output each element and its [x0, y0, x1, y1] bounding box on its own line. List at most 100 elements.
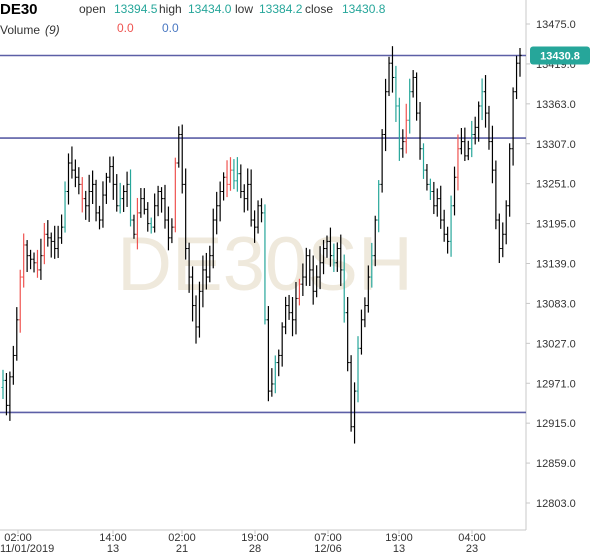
ohlc-bar — [301, 263, 305, 296]
ohlc-bar — [290, 297, 295, 337]
ohlc-bar — [501, 222, 505, 258]
ohlc-bar — [383, 78, 388, 152]
ohlc-bar — [39, 238, 43, 280]
ohlc-bar — [318, 246, 322, 290]
ohlc-bar — [97, 205, 102, 230]
ohlc-bar — [215, 191, 219, 235]
y-tick-label: 12915.0 — [536, 418, 576, 430]
horizontal-lines — [0, 54, 526, 414]
ohlc-bar — [135, 197, 140, 250]
ohlc-bar — [335, 242, 339, 272]
ohlc-bar — [208, 245, 212, 283]
ohlc-bar — [284, 296, 288, 335]
ohlc-bar — [163, 184, 167, 229]
ohlc-bar — [115, 174, 119, 212]
ohlc-bar — [63, 181, 67, 233]
ohlc-bar — [421, 143, 426, 179]
ohlc-bar — [352, 382, 357, 444]
ohlc-bar — [66, 153, 71, 205]
ohlc-bar — [149, 217, 153, 234]
ohlc-bar — [128, 169, 133, 227]
high-label: high — [159, 2, 182, 16]
ohlc-bar — [456, 134, 460, 191]
ohlc-bar — [408, 78, 412, 134]
y-tick-label: 12803.0 — [536, 498, 576, 510]
ohlc-bar — [411, 70, 415, 98]
ohlc-bar — [49, 232, 53, 258]
ohlc-bar — [56, 225, 60, 258]
ohlc-bar — [73, 159, 77, 188]
ohlc-bar — [101, 181, 105, 228]
ohlc-bar — [53, 225, 57, 259]
volume-label: Volume — [0, 23, 40, 37]
ohlc-bar — [280, 322, 284, 367]
x-tick-time: 04:00 — [458, 532, 486, 544]
ohlc-bar — [94, 179, 98, 222]
ohlc-bar — [111, 156, 115, 200]
ohlc-bar — [504, 200, 508, 245]
low-label: low — [235, 2, 253, 16]
ohlc-bar — [356, 336, 360, 403]
ohlc-bar — [235, 157, 239, 192]
x-tick-date: 13 — [393, 543, 405, 555]
x-tick-date: 12/06 — [314, 543, 342, 555]
ohlc-bar — [449, 195, 453, 257]
ohlc-bar — [1, 369, 5, 399]
ohlc-bar — [25, 240, 29, 272]
ohlc-bar — [366, 265, 370, 313]
ohlc-bar — [197, 281, 202, 338]
ohlc-bar — [142, 188, 146, 215]
y-tick-label: 13027.0 — [536, 338, 576, 350]
y-tick-label: 13195.0 — [536, 219, 576, 231]
x-tick-time: 07:00 — [314, 532, 342, 544]
ohlc-bar — [373, 215, 377, 267]
ohlc-bar — [394, 65, 398, 122]
ohlc-bar — [242, 184, 246, 213]
x-tick-date: 11/01/2019 — [0, 543, 54, 555]
ohlc-bar — [480, 78, 484, 121]
ohlc-bar — [418, 101, 422, 160]
ohlc-bar — [332, 243, 336, 272]
ohlc-bar — [190, 266, 195, 322]
low-value: 13384.2 — [259, 2, 303, 16]
ohlc-bar — [446, 226, 450, 254]
ohlc-bar — [514, 55, 519, 100]
ohlc-bar — [401, 129, 405, 158]
ohlc-bar — [204, 252, 208, 290]
x-tick-date: 28 — [249, 543, 261, 555]
open-label: open — [79, 2, 106, 16]
close-value: 13430.8 — [342, 2, 386, 16]
y-axis-ticks: 13475.013419.013363.013307.013251.013195… — [526, 19, 576, 510]
x-tick-date: 23 — [466, 543, 478, 555]
ohlc-bar — [428, 178, 432, 200]
ohlc-bar — [346, 297, 350, 372]
ohlc-bar — [380, 129, 384, 193]
y-tick-label: 13307.0 — [536, 139, 576, 151]
ohlc-bar — [146, 202, 150, 232]
ohlc-bar — [370, 242, 374, 288]
ohlc-bar — [259, 198, 264, 223]
ohlc-bar — [225, 160, 229, 198]
x-tick-time: 14:00 — [99, 532, 127, 544]
ohlc-bar — [321, 239, 326, 275]
ohlc-bar — [415, 72, 419, 121]
ohlc-bar — [311, 255, 315, 305]
ohlc-bar — [294, 282, 298, 335]
symbol-title: DE30 — [0, 1, 38, 18]
ohlc-bar — [518, 48, 522, 77]
ohlc-bar — [35, 249, 40, 278]
y-tick-label: 13475.0 — [536, 19, 576, 31]
ohlc-bar — [390, 46, 395, 93]
ohlc-bar — [494, 160, 498, 230]
y-tick-label: 12859.0 — [536, 458, 576, 470]
y-tick-label: 12971.0 — [536, 378, 576, 390]
x-tick-date: 13 — [107, 543, 119, 555]
current-price-tag-bg — [530, 46, 590, 65]
ohlc-bar — [166, 206, 171, 251]
ohlc-bar — [70, 146, 74, 179]
ohlc-bar — [387, 56, 391, 97]
ohlc-bar — [328, 227, 333, 267]
x-axis-ticks: 02:0011/01/201914:001302:002119:002807:0… — [0, 530, 486, 555]
ohlc-bar — [239, 164, 243, 199]
